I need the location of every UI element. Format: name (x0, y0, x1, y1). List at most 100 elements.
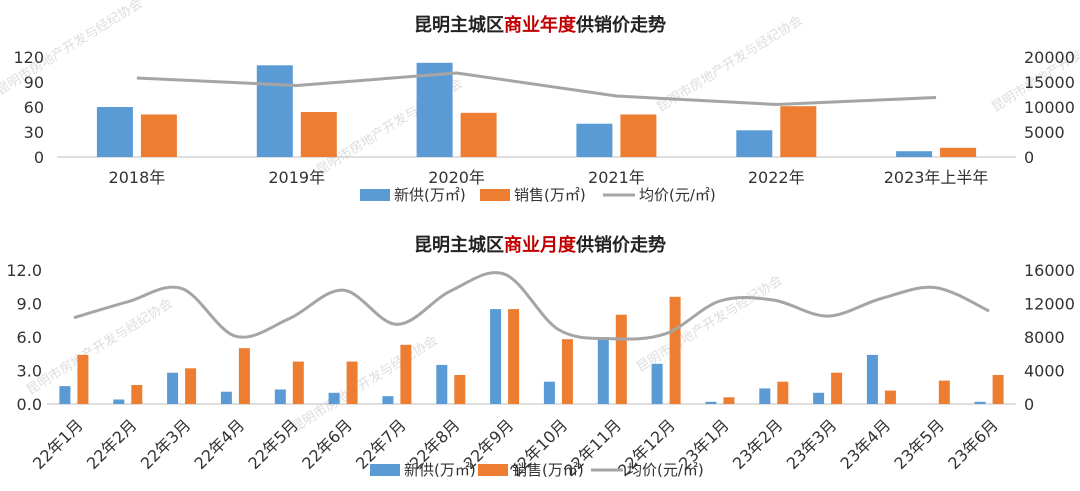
category-label: 22年1月 (29, 415, 87, 473)
supply-bar (705, 401, 717, 404)
left-axis-tick: 3.0 (17, 362, 42, 381)
sales-bar (292, 361, 304, 404)
supply-bar (59, 386, 71, 404)
supply-bar (274, 389, 286, 404)
supply-bar (813, 392, 825, 404)
category-label: 23年5月 (890, 415, 948, 473)
category-label: 2021年 (588, 168, 645, 187)
right-axis-tick: 4000 (1024, 362, 1065, 381)
left-axis-tick: 9.0 (17, 295, 42, 314)
legend-label: 均价(元/㎡) (627, 461, 704, 479)
monthly-legend: 新供(万㎡) 销售(万㎡) 均价(元/㎡) (370, 461, 704, 479)
category-label: 22年5月 (244, 415, 302, 473)
supply-bar (597, 337, 609, 404)
legend-label: 新供(万㎡) (404, 461, 476, 479)
right-axis-tick: 0 (1024, 148, 1034, 167)
monthly-chart-title: 昆明主城区商业月度供销价走势 (414, 234, 666, 256)
right-axis-tick: 15000 (1024, 73, 1075, 92)
sales-bar (940, 147, 977, 157)
sales-bar (561, 339, 573, 404)
right-axis-tick: 5000 (1024, 123, 1065, 142)
annual-bars (96, 62, 977, 157)
category-label: 23年6月 (944, 415, 1002, 473)
category-label: 23年4月 (837, 415, 895, 473)
supply-bar (759, 388, 771, 404)
category-label: 2023年上半年 (884, 168, 989, 187)
sales-bar (780, 106, 817, 157)
annual-price-line (136, 71, 937, 106)
monthly-axes: 0.0 0 3.0 4000 6.0 8000 9.0 12000 12.0 16000 22年1月… (6, 261, 1075, 480)
price-line (136, 71, 937, 106)
left-axis-tick: 0.0 (17, 395, 42, 414)
category-label: 22年3月 (137, 415, 195, 473)
supply-bar (736, 130, 773, 157)
supply-bar (328, 392, 340, 404)
supply-bar (167, 372, 179, 404)
sales-bar (346, 361, 358, 404)
supply-bar (866, 354, 878, 404)
supply-bar (416, 62, 453, 157)
right-axis-tick: 12000 (1024, 295, 1075, 314)
legend-label: 均价(元/㎡) (639, 186, 716, 204)
sales-bar (884, 390, 896, 404)
monthly-price-line (73, 271, 990, 341)
sales-bar (669, 296, 681, 404)
watermark-text: 昆明市房地产开发与经纪协会 (634, 272, 786, 375)
supply-bar (382, 396, 394, 404)
left-axis-tick: 60 (24, 98, 44, 117)
supply-bar (896, 151, 933, 157)
right-axis-tick: 10000 (1024, 98, 1075, 117)
legend-swatch (360, 189, 390, 201)
sales-bar (140, 114, 177, 157)
legend-swatch (370, 464, 400, 476)
left-axis-tick: 120 (13, 48, 44, 67)
monthly-bars (59, 296, 1004, 404)
watermark-text: 昆明市房地产开发与经纪协会 (289, 332, 441, 435)
category-label: 2018年 (109, 168, 166, 187)
category-label: 22年4月 (191, 415, 249, 473)
left-axis-tick: 30 (24, 123, 44, 142)
sales-bar (454, 375, 466, 404)
left-axis-tick: 0 (34, 148, 44, 167)
supply-bar (220, 391, 232, 404)
annual-chart: 昆明主城区商业年度供销价走势 0 0 30 5000 60 10000 90 15000 120… (13, 14, 1074, 204)
sales-bar (777, 381, 789, 404)
sales-bar (615, 314, 627, 404)
category-label: 23年2月 (729, 415, 787, 473)
sales-bar (185, 368, 197, 404)
legend-swatch (480, 189, 510, 201)
supply-bar (96, 107, 133, 157)
supply-bar (576, 123, 613, 157)
supply-bar (436, 364, 448, 404)
legend-label: 新供(万㎡) (394, 186, 466, 204)
supply-bar (543, 381, 555, 404)
supply-bar (974, 401, 986, 404)
sales-bar (300, 112, 337, 157)
right-axis-tick: 16000 (1024, 261, 1075, 280)
monthly-chart: 昆明主城区商业月度供销价走势 0.0 0 3.0 4000 6.0 8000 9.0 1200… (6, 234, 1075, 480)
sales-bar (938, 380, 950, 404)
category-label: 22年2月 (83, 415, 141, 473)
right-axis-tick: 20000 (1024, 48, 1075, 67)
sales-bar (131, 385, 143, 404)
watermark-layer: 昆明市房地产开发与经纪协会昆明市房地产开发与经纪协会昆明市房地产开发与经纪协会昆… (0, 0, 1080, 435)
category-label: 2019年 (268, 168, 325, 187)
sales-bar (831, 372, 843, 404)
sales-bar (400, 344, 412, 404)
supply-bar (651, 363, 663, 404)
sales-bar (460, 112, 497, 157)
sales-bar (508, 309, 520, 404)
category-label: 2022年 (748, 168, 805, 187)
left-axis-tick: 12.0 (6, 261, 42, 280)
legend-swatch (478, 464, 508, 476)
legend-label: 销售(万㎡) (512, 461, 584, 479)
supply-bar (256, 65, 293, 157)
legend-label: 销售(万㎡) (514, 186, 586, 204)
sales-bar (992, 375, 1004, 404)
left-axis-tick: 90 (24, 73, 44, 92)
sales-bar (620, 114, 657, 157)
right-axis-tick: 8000 (1024, 328, 1065, 347)
supply-bar (490, 309, 502, 404)
sales-bar (238, 348, 250, 404)
sales-bar (723, 397, 735, 404)
